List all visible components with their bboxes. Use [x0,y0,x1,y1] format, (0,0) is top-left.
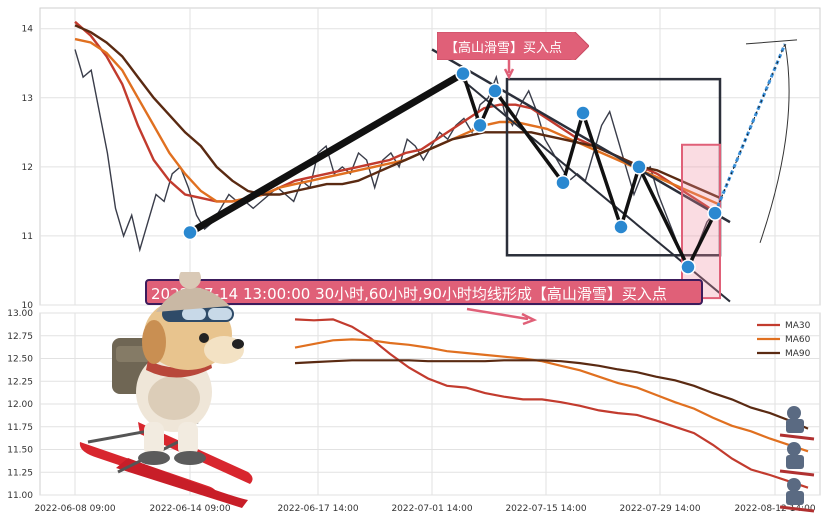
price-y-tick: 11 [22,232,33,242]
x-tick-label: 2022-06-17 14:00 [277,504,358,514]
ma-y-tick: 12.75 [7,332,33,342]
pivot-marker [631,159,647,175]
pattern-overlay [182,39,798,326]
x-tick-label: 2022-07-29 14:00 [619,504,700,514]
ma60-line [294,338,809,453]
projection-line-inner [714,43,786,214]
ma90-line [294,359,809,430]
signal-banner: 2022-07-14 13:00:00 30小时,60小时,90小时均线形成【高… [145,279,703,305]
skiing-dog-illustration [79,272,253,508]
x-tick-label: 2022-07-15 14:00 [505,504,586,514]
channel-upper-line [431,48,731,224]
x-tick-label: 2022-06-08 09:00 [34,504,115,514]
pivot-marker [613,219,629,235]
price-y-tick: 13 [22,94,33,104]
pivot-marker [575,105,591,121]
mini-skier-icons [779,406,815,513]
price-y-tick: 14 [22,25,34,35]
buy-zone [681,143,721,300]
legend-label: MA90 [785,349,811,359]
pivot-marker [455,65,471,82]
ma30-line [294,318,809,489]
ma-y-tick: 12.00 [7,400,33,410]
tag-pointer-arrow [503,58,515,80]
ma-y-tick: 11.00 [7,491,33,501]
projection-arc [745,39,798,243]
buy-point-tag: 【高山滑雪】买入点 [436,26,590,66]
price-y-tick: 10 [22,301,34,311]
legend-label: MA60 [785,335,811,345]
ma-y-tick: 11.25 [7,468,33,478]
pivot-marker [680,259,696,275]
pivot-marker [487,83,503,99]
ma-y-tick: 11.75 [7,423,33,433]
ma-y-tick: 12.25 [7,377,33,387]
legend-label: MA30 [785,321,811,331]
pivot-marker [472,117,488,134]
ma-y-tick: 13.00 [7,309,33,319]
ma-y-tick: 12.50 [7,355,33,365]
legend: MA30 MA60 MA90 [757,321,811,359]
pivot-marker [555,174,571,191]
x-tick-label: 2022-08-12 14:00 [734,504,815,514]
price-y-tick: 12 [22,163,33,173]
buy-point-tag-label: 【高山滑雪】买入点 [445,41,563,56]
top-ma60-line [74,37,721,206]
pivot-marker [707,205,723,221]
ma-y-tick: 11.50 [7,446,33,456]
pattern-trend-line [188,70,465,236]
x-tick-label: 2022-06-14 09:00 [149,504,230,514]
banner-pointer-arrow [466,307,538,326]
x-tick-label: 2022-07-01 14:00 [391,504,472,514]
pivot-marker [182,224,198,241]
